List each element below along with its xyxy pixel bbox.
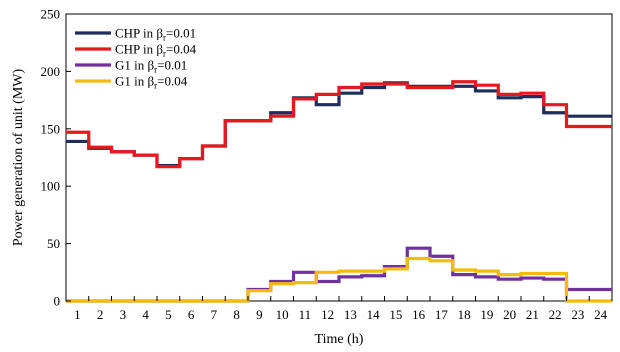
legend-label: G1 in βr=0.04 <box>115 74 188 91</box>
x-tick-label: 10 <box>276 307 289 322</box>
y-tick-label: 250 <box>41 7 61 22</box>
y-tick-label: 100 <box>41 179 61 194</box>
x-tick-label: 20 <box>503 307 516 322</box>
x-tick-label: 15 <box>389 307 402 322</box>
x-tick-label: 23 <box>571 307 584 322</box>
x-tick-label: 7 <box>211 307 218 322</box>
x-axis-ticks: 1 2 3 4 5 6 7 8 9 10 11 12 13 14 15 16 17 18 19 20 21 22 23 24 <box>65 296 613 322</box>
x-tick-label: 1 <box>74 307 81 322</box>
y-tick-label: 0 <box>54 294 61 309</box>
x-tick-label: 24 <box>594 307 608 322</box>
y-tick-label: 50 <box>47 236 60 251</box>
x-tick-label: 12 <box>321 307 334 322</box>
y-axis-ticks: 0 50 100 150 200 250 <box>41 7 71 309</box>
x-axis-title: Time (h) <box>315 332 364 347</box>
x-tick-label: 13 <box>344 307 357 322</box>
x-tick-label: 3 <box>120 307 127 322</box>
x-tick-label: 2 <box>97 307 104 322</box>
legend-label: CHP in βr=0.01 <box>115 26 196 43</box>
y-axis-title: Power generation of unit (MW) <box>11 69 26 247</box>
legend-item: CHP in βr=0.01 <box>75 26 196 43</box>
legend-item: G1 in βr=0.04 <box>75 74 188 91</box>
x-tick-label: 22 <box>549 307 562 322</box>
x-tick-label: 17 <box>435 307 449 322</box>
x-tick-label: 14 <box>367 307 381 322</box>
x-tick-label: 18 <box>458 307 471 322</box>
x-tick-label: 4 <box>142 307 149 322</box>
x-tick-label: 16 <box>412 307 426 322</box>
x-tick-label: 21 <box>526 307 539 322</box>
y-tick-label: 200 <box>41 64 61 79</box>
series-line-2 <box>66 80 612 169</box>
legend-label: G1 in βr=0.01 <box>115 58 187 75</box>
legend-label: CHP in βr=0.04 <box>115 42 197 59</box>
x-tick-label: 6 <box>188 307 195 322</box>
legend-item: CHP in βr=0.04 <box>75 42 197 59</box>
x-tick-label: 9 <box>256 307 263 322</box>
x-tick-label: 11 <box>299 307 312 322</box>
legend-item: G1 in βr=0.01 <box>75 58 187 75</box>
series-line-4 <box>66 256 612 303</box>
x-tick-label: 19 <box>480 307 493 322</box>
x-tick-label: 5 <box>165 307 172 322</box>
y-tick-label: 150 <box>41 121 61 136</box>
x-tick-label: 8 <box>233 307 240 322</box>
